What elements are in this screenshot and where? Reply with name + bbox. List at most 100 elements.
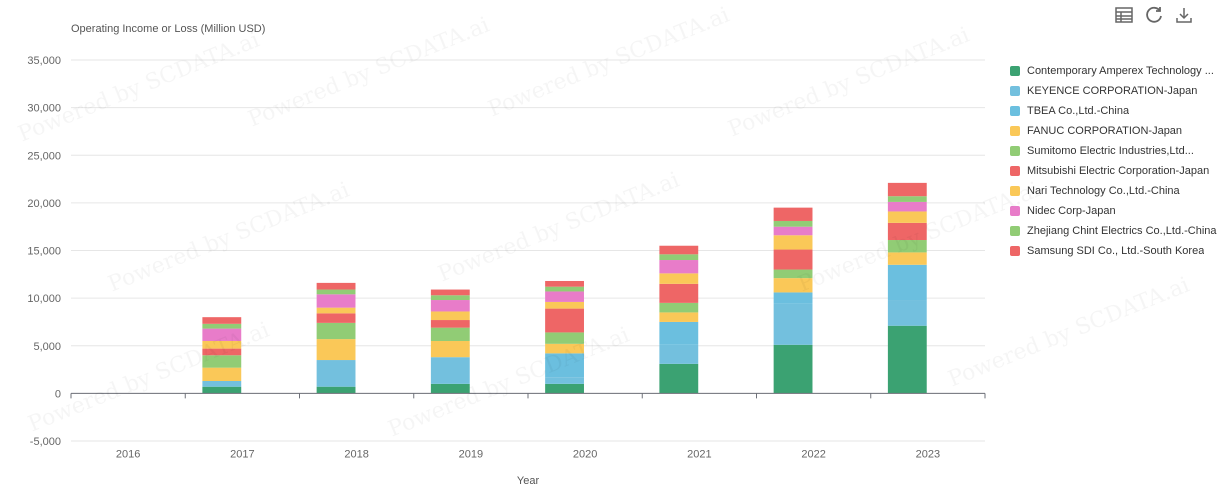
bar-segment[interactable] bbox=[316, 386, 356, 394]
legend-swatch bbox=[1010, 106, 1020, 116]
bar-segment[interactable] bbox=[887, 196, 927, 202]
bar-segment[interactable] bbox=[773, 292, 813, 304]
legend-item[interactable]: KEYENCE CORPORATION-Japan bbox=[1010, 81, 1225, 101]
bar-segment[interactable] bbox=[430, 300, 470, 312]
bar-segment[interactable] bbox=[659, 245, 699, 255]
x-axis: 2016 2017 2018 2019 2020 2021 2022 2023 bbox=[70, 392, 986, 460]
bar-segment[interactable] bbox=[545, 308, 584, 333]
download-icon[interactable] bbox=[1174, 5, 1194, 25]
bar-segment[interactable] bbox=[887, 240, 927, 253]
bar-segment[interactable] bbox=[887, 300, 927, 326]
legend-swatch bbox=[1010, 126, 1020, 136]
bar-segment[interactable] bbox=[316, 282, 356, 290]
bar-segment[interactable] bbox=[887, 211, 927, 223]
bar-segment[interactable] bbox=[202, 367, 242, 381]
bar-segment[interactable] bbox=[545, 383, 584, 394]
legend-swatch bbox=[1010, 146, 1020, 156]
bar-segment[interactable] bbox=[202, 380, 242, 387]
bar-segment[interactable] bbox=[887, 252, 927, 265]
legend-label: Mitsubishi Electric Corporation-Japan bbox=[1027, 165, 1210, 177]
bar-segment[interactable] bbox=[202, 317, 242, 324]
bar-segment[interactable] bbox=[773, 226, 813, 236]
bar-segment[interactable] bbox=[430, 327, 470, 341]
bar-segment[interactable] bbox=[659, 302, 699, 313]
x-tick-label: 2019 bbox=[459, 448, 483, 460]
bar-segment[interactable] bbox=[887, 264, 927, 301]
bar-segment[interactable] bbox=[659, 273, 699, 284]
legend-item[interactable]: Nari Technology Co.,Ltd.-China bbox=[1010, 181, 1225, 201]
bar-segment[interactable] bbox=[202, 323, 242, 329]
bar-segment[interactable] bbox=[773, 344, 813, 394]
x-tick-label: 2020 bbox=[573, 448, 597, 460]
legend-item[interactable]: Nidec Corp-Japan bbox=[1010, 201, 1225, 221]
bar-segment[interactable] bbox=[430, 311, 470, 321]
refresh-icon[interactable] bbox=[1144, 5, 1164, 25]
legend-item[interactable]: Samsung SDI Co., Ltd.-South Korea bbox=[1010, 241, 1225, 261]
y-axis-title: Operating Income or Loss (Million USD) bbox=[71, 23, 265, 35]
bar-segment[interactable] bbox=[545, 343, 584, 354]
bar-segment[interactable] bbox=[202, 340, 242, 349]
bar-segment[interactable] bbox=[659, 344, 699, 364]
bar-segment[interactable] bbox=[545, 332, 584, 344]
bar-segment[interactable] bbox=[773, 207, 813, 221]
bar-segment[interactable] bbox=[659, 254, 699, 261]
bar-segment[interactable] bbox=[316, 313, 356, 323]
x-tick-label: 2022 bbox=[801, 448, 825, 460]
bar-segment[interactable] bbox=[773, 303, 813, 345]
bar-segment[interactable] bbox=[316, 360, 356, 387]
bar-segment[interactable] bbox=[773, 269, 813, 279]
bar-segment[interactable] bbox=[430, 289, 470, 296]
legend-item[interactable]: Sumitomo Electric Industries,Ltd... bbox=[1010, 141, 1225, 161]
y-tick-label: 20,000 bbox=[27, 198, 61, 210]
bar-segment[interactable] bbox=[887, 325, 927, 394]
bar-segment[interactable] bbox=[430, 357, 470, 384]
x-tick-label: 2017 bbox=[230, 448, 254, 460]
bar-segment[interactable] bbox=[430, 383, 470, 394]
legend-item[interactable]: TBEA Co.,Ltd.-China bbox=[1010, 101, 1225, 121]
y-tick-label: -5,000 bbox=[30, 436, 61, 448]
bar-segment[interactable] bbox=[773, 249, 813, 270]
bar-segment[interactable] bbox=[545, 286, 584, 292]
y-tick-label: 0 bbox=[55, 388, 61, 400]
bar-segment[interactable] bbox=[316, 307, 356, 314]
legend-swatch bbox=[1010, 166, 1020, 176]
legend-label: Zhejiang Chint Electrics Co.,Ltd.-China bbox=[1027, 225, 1217, 237]
legend-item[interactable]: Zhejiang Chint Electrics Co.,Ltd.-China bbox=[1010, 221, 1225, 241]
y-axis: -5,000 0 5,000 10,000 15,000 20,000 25,000 30,0… bbox=[27, 55, 61, 448]
chart-toolbar bbox=[1114, 5, 1194, 25]
bar-segment[interactable] bbox=[316, 294, 356, 308]
bar-segment[interactable] bbox=[659, 321, 699, 345]
bar-segment[interactable] bbox=[773, 220, 813, 227]
legend-item[interactable]: Contemporary Amperex Technology ... bbox=[1010, 61, 1225, 81]
bar-segment[interactable] bbox=[202, 355, 242, 368]
bar-segment[interactable] bbox=[545, 377, 584, 384]
bar-segment[interactable] bbox=[202, 386, 242, 394]
bar-segment[interactable] bbox=[202, 348, 242, 356]
bar-segment[interactable] bbox=[316, 289, 356, 295]
legend-label: Sumitomo Electric Industries,Ltd... bbox=[1027, 145, 1194, 157]
bar-segment[interactable] bbox=[659, 363, 699, 394]
bar-segment[interactable] bbox=[316, 339, 356, 361]
bar-segment[interactable] bbox=[887, 182, 927, 197]
bar-segment[interactable] bbox=[773, 278, 813, 293]
x-axis-title: Year bbox=[517, 475, 540, 487]
bar-segment[interactable] bbox=[430, 320, 470, 328]
bar-segment[interactable] bbox=[545, 291, 584, 302]
bar-segment[interactable] bbox=[545, 280, 584, 287]
bar-segment[interactable] bbox=[202, 328, 242, 341]
bar-segment[interactable] bbox=[659, 260, 699, 274]
bar-segment[interactable] bbox=[773, 235, 813, 250]
bar-segment[interactable] bbox=[659, 283, 699, 303]
bar-segment[interactable] bbox=[887, 201, 927, 212]
table-icon[interactable] bbox=[1114, 5, 1134, 25]
bar-segment[interactable] bbox=[430, 295, 470, 301]
bar-segment[interactable] bbox=[659, 312, 699, 322]
bar-segment[interactable] bbox=[430, 340, 470, 358]
bar-segment[interactable] bbox=[545, 353, 584, 378]
legend-item[interactable]: FANUC CORPORATION-Japan bbox=[1010, 121, 1225, 141]
bar-segment[interactable] bbox=[545, 301, 584, 309]
legend-item[interactable]: Mitsubishi Electric Corporation-Japan bbox=[1010, 161, 1225, 181]
bar-segment[interactable] bbox=[887, 222, 927, 241]
bar-segment[interactable] bbox=[316, 322, 356, 340]
